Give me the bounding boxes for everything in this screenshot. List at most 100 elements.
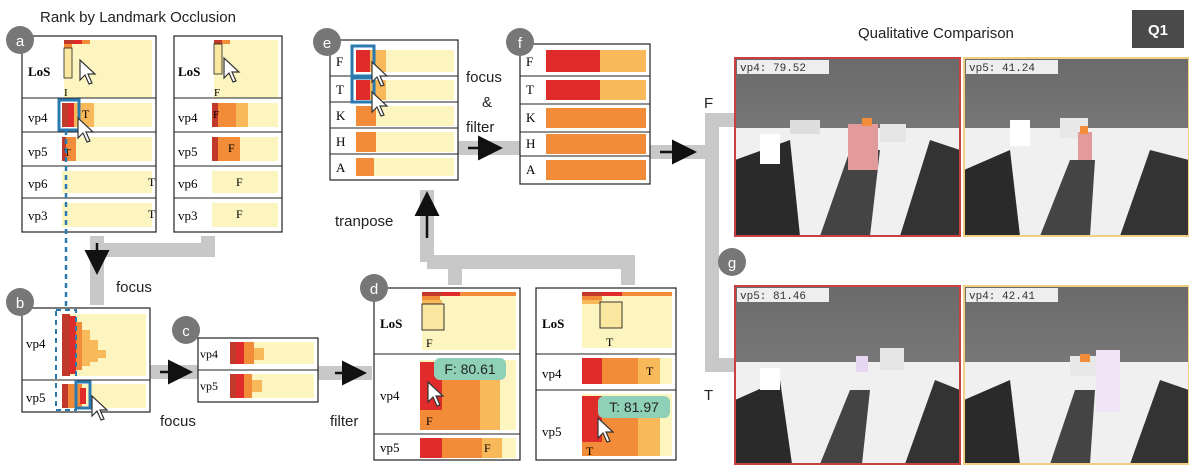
row-label-vp5: vp5 <box>178 144 198 159</box>
tooltip-f-text: F: 80.61 <box>444 361 496 377</box>
rank-title: Rank by Landmark Occlusion <box>40 9 236 26</box>
panel-b: vp4 vp5 <box>21 307 151 421</box>
row-label-vp5: vp5 <box>26 390 46 405</box>
row-label-vp6: vp6 <box>178 176 198 191</box>
view-bottom-right-label: vp4: 42.41 <box>969 291 1035 303</box>
vp6-mark-f: F <box>236 175 243 189</box>
row-label-vp3: vp3 <box>178 208 198 223</box>
badge-label: Q1 <box>1148 22 1168 39</box>
panel-b-letter: b <box>16 295 24 312</box>
cursor-icon <box>597 416 615 443</box>
vp4-mark-t: T <box>82 107 90 121</box>
row-label-h: H <box>526 136 535 151</box>
panel-a-right: LoS F vp4 F vp5 F vp6 F vp3 F <box>173 35 283 233</box>
los-mark-f: F <box>214 87 220 99</box>
view-top-left: vp4: 79.52 <box>734 57 961 237</box>
panel-f-letter: f <box>518 35 523 52</box>
panel-c-letter: c <box>182 323 190 340</box>
cursor-icon <box>79 58 97 85</box>
label-filter-bottom: filter <box>330 413 358 430</box>
row-label-t: T <box>526 82 534 97</box>
cursor-icon <box>371 60 389 87</box>
panel-a-left: LoS I vp4 T vp5 T vp6 T vp3 T <box>21 35 157 233</box>
row-label-h: H <box>336 134 345 149</box>
panel-c: vp4 vp5 <box>197 337 319 403</box>
vp4-mark-f: F <box>426 414 433 428</box>
flow-arrows <box>84 135 697 386</box>
row-label-los: LoS <box>28 64 50 79</box>
vp5-mark-t: T <box>64 147 71 159</box>
panel-label-d: d <box>360 274 388 302</box>
row-label-f: F <box>526 54 533 69</box>
row-label-t: T <box>336 82 344 97</box>
tooltip-t: T: 81.97 <box>598 396 670 418</box>
tooltip-f: F: 80.61 <box>434 358 506 380</box>
view-bottom-right: vp4: 42.41 <box>963 285 1189 465</box>
row-label-a: A <box>526 162 536 177</box>
view-top-right: vp5: 41.24 <box>963 57 1189 237</box>
label-tranpose: tranpose <box>335 213 393 230</box>
panel-a-letter: a <box>16 33 25 50</box>
qualitative-title: Qualitative Comparison <box>858 25 1014 42</box>
connector-a-merge <box>90 236 215 257</box>
highlight-box <box>57 98 81 132</box>
vp5-mark-t: T <box>586 444 594 458</box>
cursor-icon <box>91 394 109 421</box>
view-bottom-left: vp5: 81.46 <box>734 285 961 465</box>
los-mark-t: T <box>606 335 614 349</box>
row-label-los: LoS <box>380 316 402 331</box>
row-label-vp4: vp4 <box>200 347 218 361</box>
connector-d-merge-right <box>427 255 635 285</box>
label-branch-t: T <box>704 387 713 404</box>
row-label-k: K <box>526 110 536 125</box>
cursor-icon <box>77 116 95 143</box>
panel-label-f: f <box>506 28 534 56</box>
vp5-mark-f: F <box>484 441 491 455</box>
panel-e-letter: e <box>323 35 331 52</box>
row-label-k: K <box>336 108 346 123</box>
label-focus-bottom: focus <box>160 413 196 430</box>
los-mark-i: I <box>64 87 68 99</box>
row-label-vp5: vp5 <box>200 379 218 393</box>
panel-e: F T K H A <box>329 39 459 181</box>
panel-d-left: LoS F vp4 F vp5 F F: 80.61 <box>373 287 521 461</box>
row-label-a: A <box>336 160 346 175</box>
panel-label-e: e <box>313 28 341 56</box>
vp3-mark-f: F <box>236 207 243 221</box>
highlight-box <box>74 380 92 410</box>
dashed-selection <box>55 309 77 411</box>
label-branch-f: F <box>704 95 713 112</box>
row-label-vp4: vp4 <box>26 336 46 351</box>
panel-label-a: a <box>6 26 34 54</box>
view-bottom-left-label: vp5: 81.46 <box>740 291 806 303</box>
cursor-icon <box>223 56 241 83</box>
label-ampersand: & <box>482 94 492 111</box>
panel-f: F T K H A <box>519 43 651 185</box>
label-filter-top: filter <box>466 119 494 136</box>
row-label-vp4: vp4 <box>28 110 48 125</box>
row-label-los: LoS <box>542 316 564 331</box>
row-label-vp3: vp3 <box>28 208 48 223</box>
view-top-left-label: vp4: 79.52 <box>740 63 806 75</box>
cursor-icon <box>371 90 389 117</box>
vp6-mark-t: T <box>148 175 156 189</box>
panel-d-letter: d <box>370 281 378 298</box>
vp3-mark-t: T <box>148 207 156 221</box>
row-label-vp5: vp5 <box>542 424 562 439</box>
panel-label-c: c <box>172 316 200 344</box>
row-label-f: F <box>336 54 343 69</box>
highlight-box <box>350 76 376 104</box>
vp4-mark-t: T <box>646 364 654 378</box>
row-label-vp4: vp4 <box>178 110 198 125</box>
row-label-vp6: vp6 <box>28 176 48 191</box>
panel-label-g: g <box>718 248 746 276</box>
row-label-los: LoS <box>178 64 200 79</box>
panel-g-letter: g <box>728 255 736 272</box>
row-label-vp5: vp5 <box>28 144 48 159</box>
los-mark-f: F <box>426 336 433 350</box>
row-label-vp4: vp4 <box>542 366 562 381</box>
row-label-vp4: vp4 <box>380 388 400 403</box>
cursor-icon <box>427 380 445 407</box>
label-focus-and: focus <box>466 69 502 86</box>
